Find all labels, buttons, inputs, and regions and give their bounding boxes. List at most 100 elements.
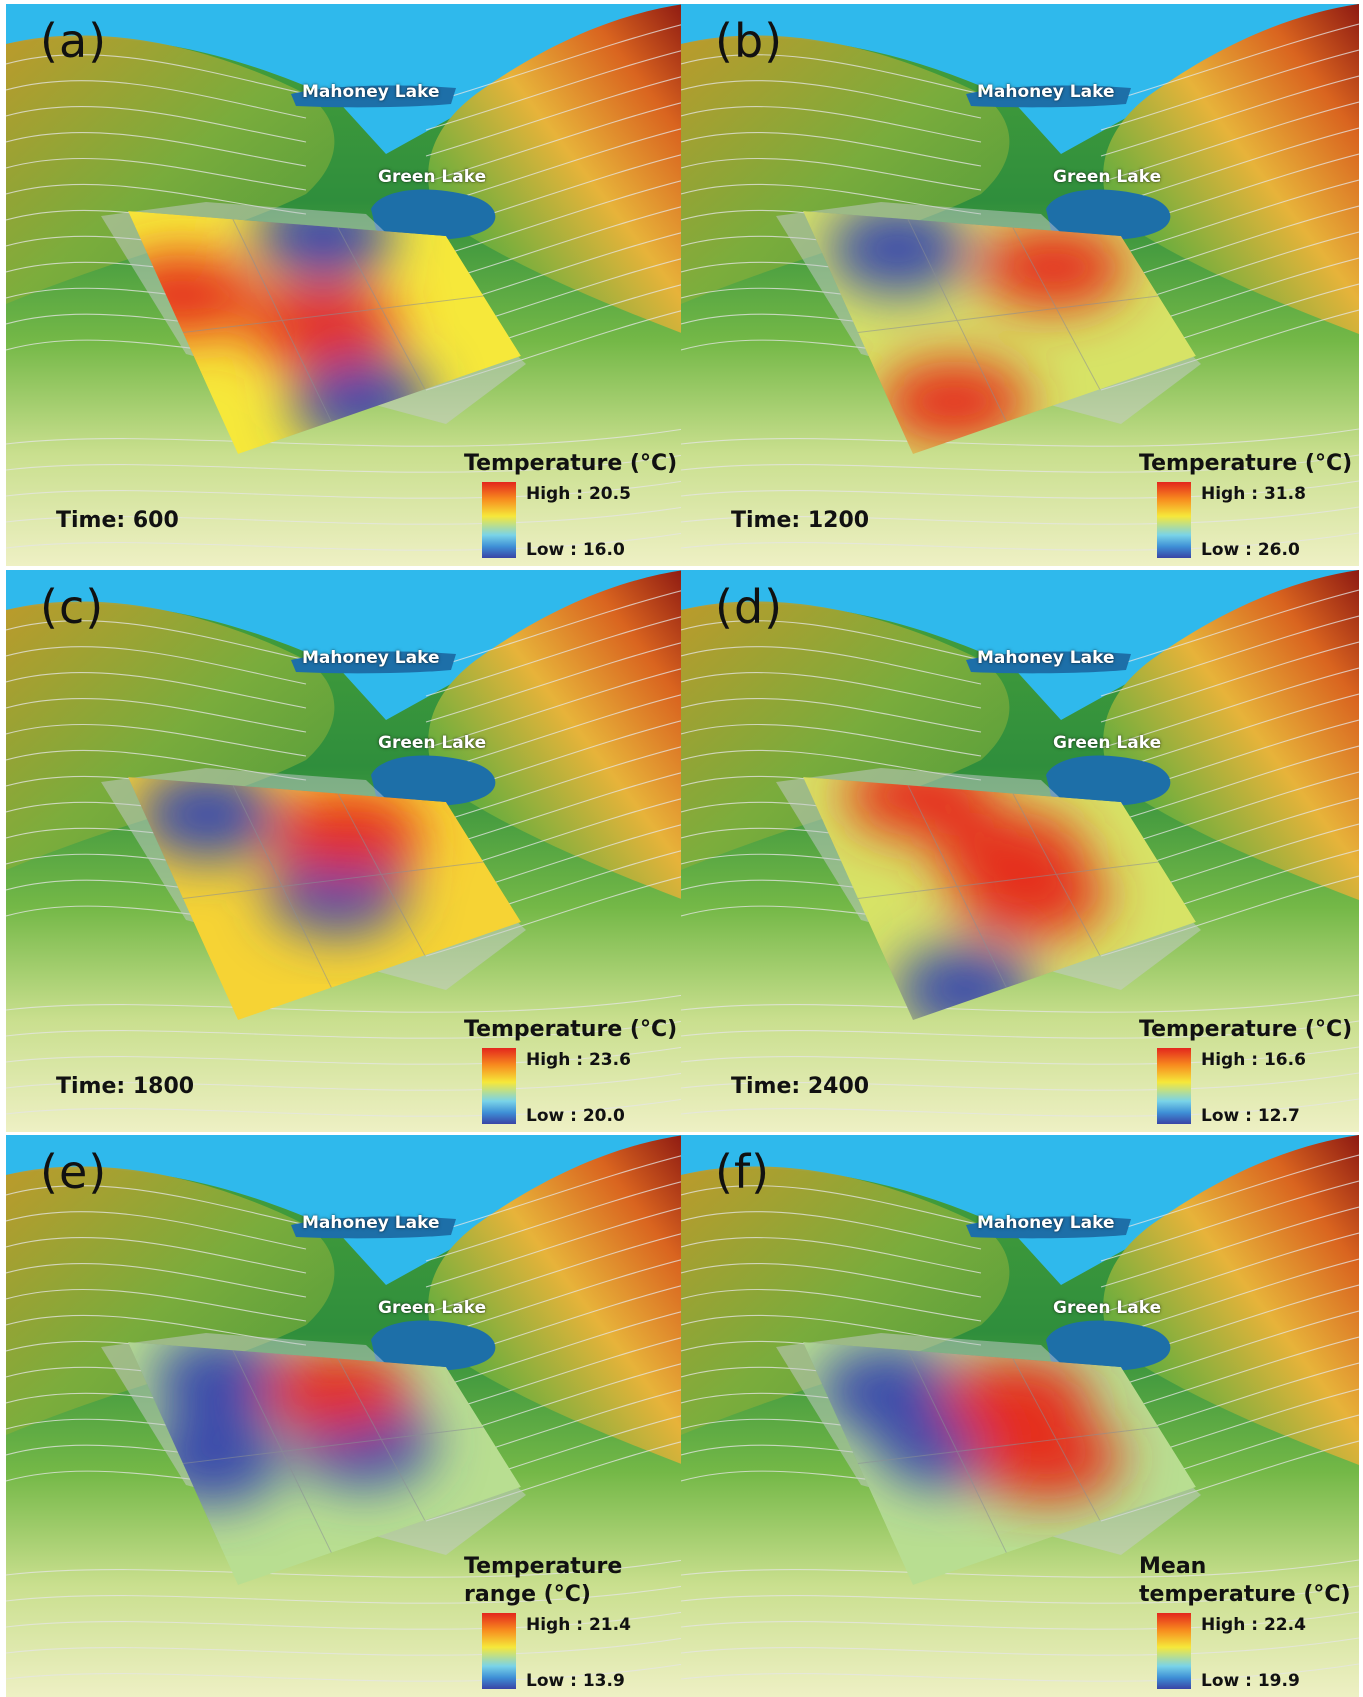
temperature-legend: Mean temperature (°C) High : 22.4 Low : 19.… bbox=[1139, 1553, 1351, 1691]
mahoney-lake-label: Mahoney Lake bbox=[977, 82, 1115, 102]
map-panel: (d) Mahoney Lake Green Lake Time: 2400 Tempe… bbox=[681, 570, 1359, 1132]
legend-low-value: Low : 20.0 bbox=[526, 1106, 625, 1126]
legend-title: Temperature (°C) bbox=[464, 1017, 678, 1042]
legend-title: Mean bbox=[1139, 1554, 1207, 1579]
map-panel: (e) Mahoney Lake Green Lake Temperature rang… bbox=[6, 1135, 684, 1697]
map-panel: (f) Mahoney Lake Green Lake Mean temperature… bbox=[681, 1135, 1359, 1697]
green-lake-water bbox=[1046, 755, 1171, 806]
map-panel: (a) Mahoney Lake Green Lake Time: 600 Temper… bbox=[6, 4, 684, 566]
panel-letter: (f) bbox=[715, 1145, 771, 1199]
cold-spot bbox=[152, 1342, 293, 1426]
legend-color-ramp bbox=[482, 1613, 516, 1689]
temperature-legend: Temperature (°C) High : 31.8 Low : 26.0 bbox=[1139, 450, 1353, 560]
green-lake-label: Green Lake bbox=[378, 167, 487, 187]
legend-title: temperature (°C) bbox=[1139, 1582, 1351, 1607]
cold-spot bbox=[137, 777, 278, 860]
hot-spot bbox=[972, 1416, 1123, 1501]
terrain-scene bbox=[681, 570, 1359, 1132]
panel-letter: (e) bbox=[40, 1145, 108, 1199]
terrain-scene bbox=[6, 4, 684, 566]
terrain-scene bbox=[6, 570, 684, 1132]
panel-letter: (a) bbox=[40, 14, 108, 68]
legend-low-value: Low : 19.9 bbox=[1201, 1671, 1300, 1691]
legend-color-ramp bbox=[482, 482, 516, 558]
time-label: Time: 1200 bbox=[731, 508, 870, 533]
temperature-legend: Temperature (°C) High : 16.6 Low : 12.7 bbox=[1139, 1016, 1353, 1126]
green-lake-water bbox=[371, 755, 496, 806]
legend-high-value: High : 23.6 bbox=[526, 1050, 631, 1070]
green-lake-label: Green Lake bbox=[1053, 167, 1162, 187]
terrain-scene bbox=[6, 1135, 684, 1697]
panel-letter: (d) bbox=[715, 580, 784, 634]
legend-title: Temperature (°C) bbox=[1139, 1017, 1353, 1042]
legend-color-ramp bbox=[482, 1048, 516, 1124]
temperature-surface bbox=[128, 777, 521, 1020]
right-hillside bbox=[428, 1135, 684, 1465]
contour-lines bbox=[6, 23, 684, 551]
temperature-legend: Temperature (°C) High : 20.5 Low : 16.0 bbox=[464, 450, 678, 560]
mahoney-lake-water bbox=[966, 651, 1131, 674]
hot-spot bbox=[879, 359, 1030, 444]
right-hillside bbox=[428, 4, 684, 334]
green-lake-water bbox=[371, 189, 496, 240]
mahoney-lake-label: Mahoney Lake bbox=[302, 82, 440, 102]
mahoney-lake-water bbox=[291, 651, 456, 674]
mahoney-lake-water bbox=[291, 85, 456, 108]
terrain-scene bbox=[681, 4, 1359, 566]
legend-color-ramp bbox=[1157, 1613, 1191, 1689]
mahoney-lake-water bbox=[966, 1216, 1131, 1239]
map-panel: (c) Mahoney Lake Green Lake Time: 1800 Tempe… bbox=[6, 570, 684, 1132]
green-lake-label: Green Lake bbox=[378, 733, 487, 753]
right-hillside bbox=[1103, 1135, 1359, 1465]
map-panel: (b) Mahoney Lake Green Lake Time: 1200 Tempe… bbox=[681, 4, 1359, 566]
time-label: Time: 2400 bbox=[731, 1074, 870, 1099]
legend-title: Temperature (°C) bbox=[1139, 451, 1353, 476]
green-lake-water bbox=[371, 1320, 496, 1371]
cold-spot bbox=[827, 211, 968, 295]
legend-high-value: High : 31.8 bbox=[1201, 484, 1306, 504]
legend-low-value: Low : 12.7 bbox=[1201, 1106, 1300, 1126]
legend-low-value: Low : 13.9 bbox=[526, 1671, 625, 1691]
legend-title: Temperature (°C) bbox=[464, 451, 678, 476]
legend-title: Temperature bbox=[464, 1554, 623, 1579]
legend-color-ramp bbox=[1157, 482, 1191, 558]
mahoney-lake-water bbox=[966, 85, 1131, 108]
hot-spot bbox=[272, 792, 423, 877]
legend-low-value: Low : 26.0 bbox=[1201, 540, 1300, 560]
panel-letter: (c) bbox=[40, 580, 105, 634]
legend-low-value: Low : 16.0 bbox=[526, 540, 625, 560]
mahoney-lake-label: Mahoney Lake bbox=[302, 1213, 440, 1233]
temperature-surface bbox=[803, 211, 1196, 454]
temperature-surface bbox=[803, 1342, 1196, 1585]
legend-title: range (°C) bbox=[464, 1582, 591, 1607]
legend-color-ramp bbox=[1157, 1048, 1191, 1124]
legend-high-value: High : 20.5 bbox=[526, 484, 631, 504]
time-label: Time: 1800 bbox=[56, 1074, 195, 1099]
temperature-legend: Temperature (°C) High : 23.6 Low : 20.0 bbox=[464, 1016, 678, 1126]
mahoney-lake-label: Mahoney Lake bbox=[302, 648, 440, 668]
right-hillside bbox=[1103, 570, 1359, 900]
hot-spot bbox=[844, 777, 995, 838]
hot-spot bbox=[957, 853, 1108, 938]
hot-spot bbox=[261, 1348, 412, 1433]
green-lake-label: Green Lake bbox=[1053, 733, 1162, 753]
legend-high-value: High : 16.6 bbox=[1201, 1050, 1306, 1070]
legend-high-value: High : 21.4 bbox=[526, 1615, 631, 1635]
panel-letter: (b) bbox=[715, 14, 784, 68]
temperature-surface bbox=[128, 1342, 521, 1585]
terrain-scene bbox=[681, 1135, 1359, 1697]
green-lake-label: Green Lake bbox=[1053, 1298, 1162, 1318]
green-lake-label: Green Lake bbox=[378, 1298, 487, 1318]
temperature-legend: Temperature range (°C) High : 21.4 Low : 13… bbox=[464, 1553, 674, 1691]
right-hillside bbox=[1103, 4, 1359, 334]
legend-high-value: High : 22.4 bbox=[1201, 1615, 1306, 1635]
mahoney-lake-label: Mahoney Lake bbox=[977, 1213, 1115, 1233]
right-hillside bbox=[428, 570, 684, 900]
green-lake-water bbox=[1046, 1320, 1171, 1371]
hot-spot bbox=[978, 225, 1129, 310]
mahoney-lake-water bbox=[291, 1216, 456, 1239]
time-label: Time: 600 bbox=[56, 508, 179, 533]
mahoney-lake-label: Mahoney Lake bbox=[977, 648, 1115, 668]
green-lake-water bbox=[1046, 189, 1171, 240]
